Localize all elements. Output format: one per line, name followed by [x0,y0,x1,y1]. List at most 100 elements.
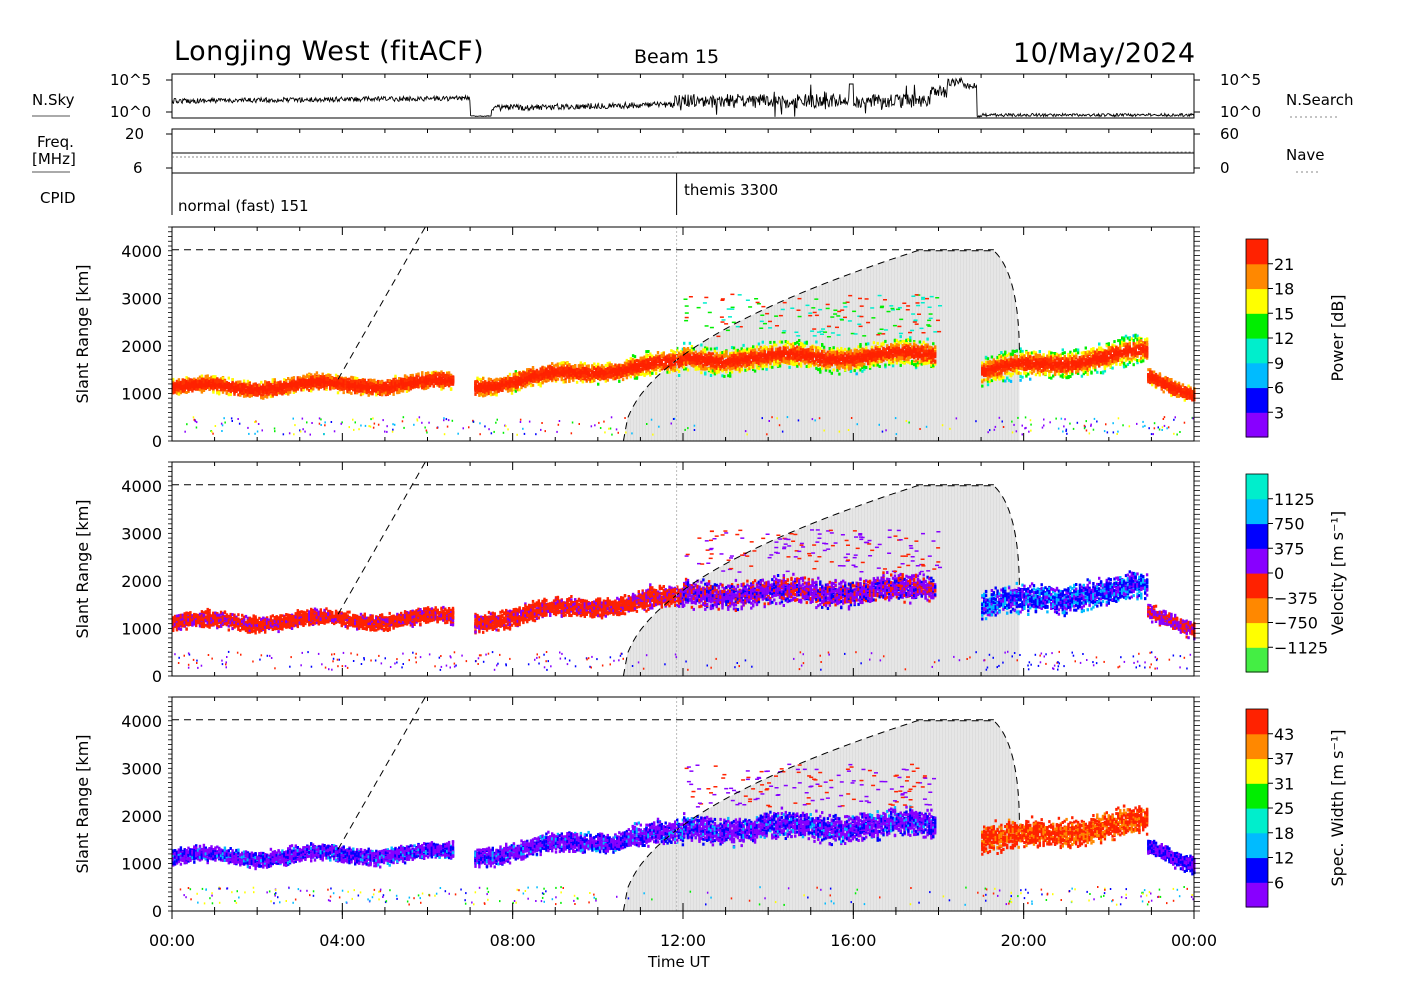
colorbar-segment [1246,239,1268,265]
cpid-segment-2: themis 3300 [684,181,778,199]
freq-frame [171,128,1195,174]
colorbar-tick-label: 1125 [1274,490,1315,509]
y-tick-label: 2000 [121,337,162,356]
colorbar-segment [1246,622,1268,648]
beam-label: Beam 15 [634,46,719,68]
y-tick-label: 3000 [121,759,162,778]
colorbar-tick-label: 12 [1274,849,1294,868]
freq-label: Freq. [37,133,74,151]
colorbar-segment [1246,498,1268,525]
nave-label: Nave [1286,146,1325,164]
colorbar-segment [1246,758,1268,784]
colorbar-segment [1246,733,1268,760]
x-axis-title: Time UT [648,953,710,971]
y-tick-label: 0 [152,432,162,451]
date-label: 10/May/2024 [1013,38,1196,69]
colorbar-tick-label: 43 [1274,725,1294,744]
colorbar-segment [1246,882,1268,908]
noise-frame [171,73,1195,119]
noise-trace [171,76,1195,118]
nave-tick-top: 60 [1220,125,1239,143]
colorbar-tick-label: 12 [1274,329,1294,348]
colorbar-segment [1246,474,1268,500]
colorbar-tick-label: 3 [1274,403,1284,422]
y-tick-label: 4000 [121,477,162,496]
echo-cells [172,763,1196,906]
colorbar-segment [1246,573,1268,599]
colorbar-segment [1246,288,1268,314]
echo-cells [172,529,1196,671]
x-tick-label: 12:00 [660,931,706,950]
x-tick-label: 04:00 [319,931,365,950]
terminator-curve [622,720,1020,912]
colorbar-tick-label: 15 [1274,304,1294,323]
colorbar-label: Velocity [m s⁻¹] [1328,511,1347,635]
nave-tick-bottom: 0 [1220,159,1230,177]
colorbar-tick-label: −375 [1274,589,1318,608]
cpid-panel [171,173,678,215]
y-tick-label: 0 [152,667,162,686]
colorbar-segment [1246,857,1268,883]
colorbar-tick-label: 37 [1274,750,1294,769]
frequency-panel [32,128,1320,174]
colorbar-tick-label: 18 [1274,280,1294,299]
colorbar-tick-label: 375 [1274,539,1305,558]
freq-tick-bottom: 6 [133,159,143,177]
colorbar-tick-label: 9 [1274,354,1284,373]
colorbar-tick-label: 6 [1274,379,1284,398]
colorbar-label: Power [dB] [1328,294,1347,381]
colorbar-segment [1246,808,1268,834]
y-axis-label: Slant Range [km] [73,734,92,873]
colorbar-segment [1246,647,1268,673]
cpid-segment-1: normal (fast) 151 [178,197,309,215]
terminator-curve [622,250,1020,442]
nsearch-label: N.Search [1286,91,1354,109]
colorbar-tick-label: 31 [1274,774,1294,793]
y-tick-label: 1000 [121,854,162,873]
terminator-curve [622,485,1020,677]
colorbar-segment [1246,597,1268,624]
freq-unit-label: [MHz] [32,150,76,168]
colorbar-segment [1246,783,1268,809]
x-tick-label: 16:00 [830,931,876,950]
colorbar-segment [1246,263,1268,290]
x-tick-label: 00:00 [149,931,195,950]
y-tick-label: 3000 [121,524,162,543]
colorbar-segment [1246,362,1268,389]
colorbar-tick-label: 6 [1274,873,1284,892]
y-tick-label: 4000 [121,712,162,731]
horizon-curve [337,226,475,380]
y-tick-label: 4000 [121,242,162,261]
y-axis-label: Slant Range [km] [73,264,92,403]
noise-tick-right-bottom: 10^0 [1220,103,1261,121]
colorbar-segment [1246,313,1268,339]
y-tick-label: 2000 [121,572,162,591]
colorbar-tick-label: 18 [1274,824,1294,843]
x-tick-label: 08:00 [490,931,536,950]
noise-panel [32,73,1340,119]
x-tick-label: 20:00 [1001,931,1047,950]
colorbar-segment [1246,832,1268,859]
colorbar-segment [1246,709,1268,735]
colorbar-tick-label: 21 [1274,255,1294,274]
freq-tick-top: 20 [125,125,144,143]
horizon-curve [337,696,475,850]
horizon-curve [337,461,475,615]
noise-tick-left-bottom: 10^0 [110,103,151,121]
noise-tick-right-top: 10^5 [1220,71,1261,89]
velocity-panel: 0 1000 2000 3000 4000 Slant Range [km] 1125 750… [73,461,1347,686]
power-panel: 0 1000 2000 3000 4000 Slant Range [km] 21 18 15 1… [73,226,1347,451]
cpid-label: CPID [40,189,76,207]
x-tick-label: 00:00 [1171,931,1217,950]
colorbar-tick-label: 0 [1274,564,1284,583]
y-axis-label: Slant Range [km] [73,499,92,638]
colorbar-tick-label: −750 [1274,614,1318,633]
colorbar-segment [1246,412,1268,438]
time-axis: 00:00 04:00 08:00 12:00 16:00 20:00 00:00 [149,911,1217,950]
y-tick-label: 1000 [121,619,162,638]
colorbar-segment [1246,523,1268,549]
noise-tick-left-top: 10^5 [110,71,151,89]
y-tick-label: 1000 [121,384,162,403]
y-tick-label: 3000 [121,289,162,308]
